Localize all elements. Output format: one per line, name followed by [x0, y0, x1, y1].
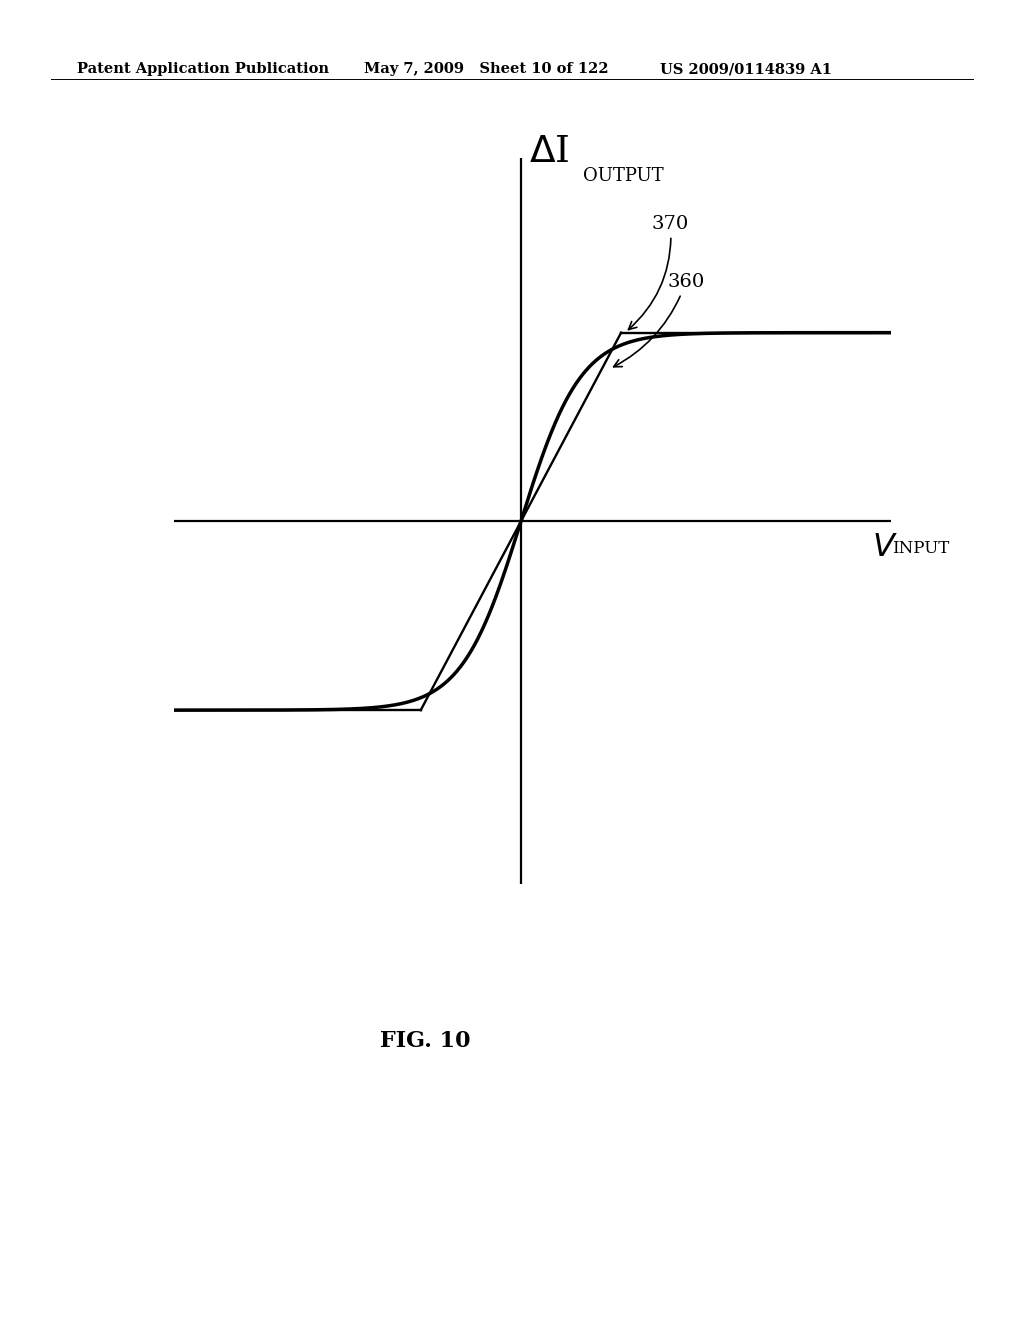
Text: OUTPUT: OUTPUT — [583, 166, 664, 185]
Text: May 7, 2009   Sheet 10 of 122: May 7, 2009 Sheet 10 of 122 — [364, 62, 608, 77]
Text: US 2009/0114839 A1: US 2009/0114839 A1 — [660, 62, 833, 77]
Text: INPUT: INPUT — [893, 540, 949, 557]
Text: $\Delta$I: $\Delta$I — [528, 135, 569, 170]
Text: FIG. 10: FIG. 10 — [380, 1030, 470, 1052]
Text: $V$: $V$ — [871, 532, 897, 562]
Text: Patent Application Publication: Patent Application Publication — [77, 62, 329, 77]
Text: 370: 370 — [629, 215, 689, 330]
Text: 360: 360 — [613, 273, 705, 367]
